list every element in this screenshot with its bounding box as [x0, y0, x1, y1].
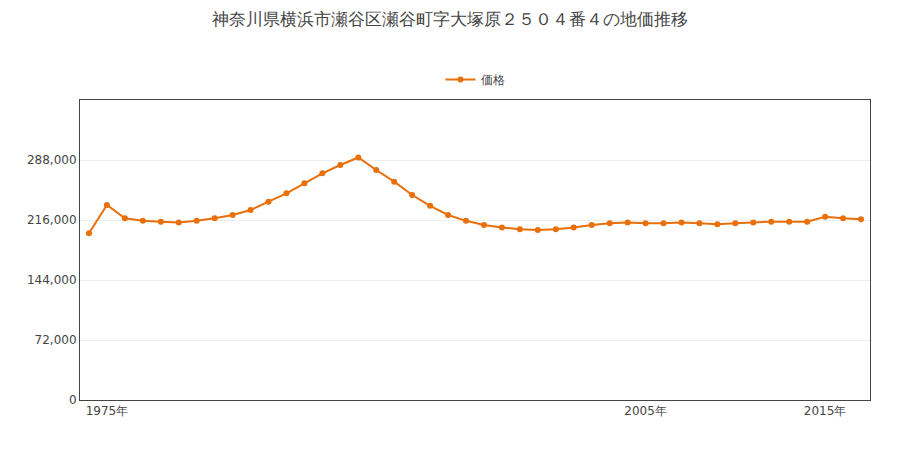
- svg-text:1975年: 1975年: [86, 404, 129, 418]
- svg-text:2015年: 2015年: [804, 404, 847, 418]
- svg-text:価格: 価格: [481, 73, 505, 87]
- svg-text:0: 0: [69, 393, 77, 407]
- svg-text:216,000: 216,000: [27, 213, 77, 227]
- svg-text:2005年: 2005年: [624, 404, 667, 418]
- svg-text:72,000: 72,000: [35, 333, 77, 347]
- svg-text:288,000: 288,000: [27, 153, 77, 167]
- svg-text:神奈川県横浜市瀬谷区瀬谷町字大塚原２５０４番４の地価推移: 神奈川県横浜市瀬谷区瀬谷町字大塚原２５０４番４の地価推移: [212, 9, 688, 29]
- svg-text:144,000: 144,000: [27, 273, 77, 287]
